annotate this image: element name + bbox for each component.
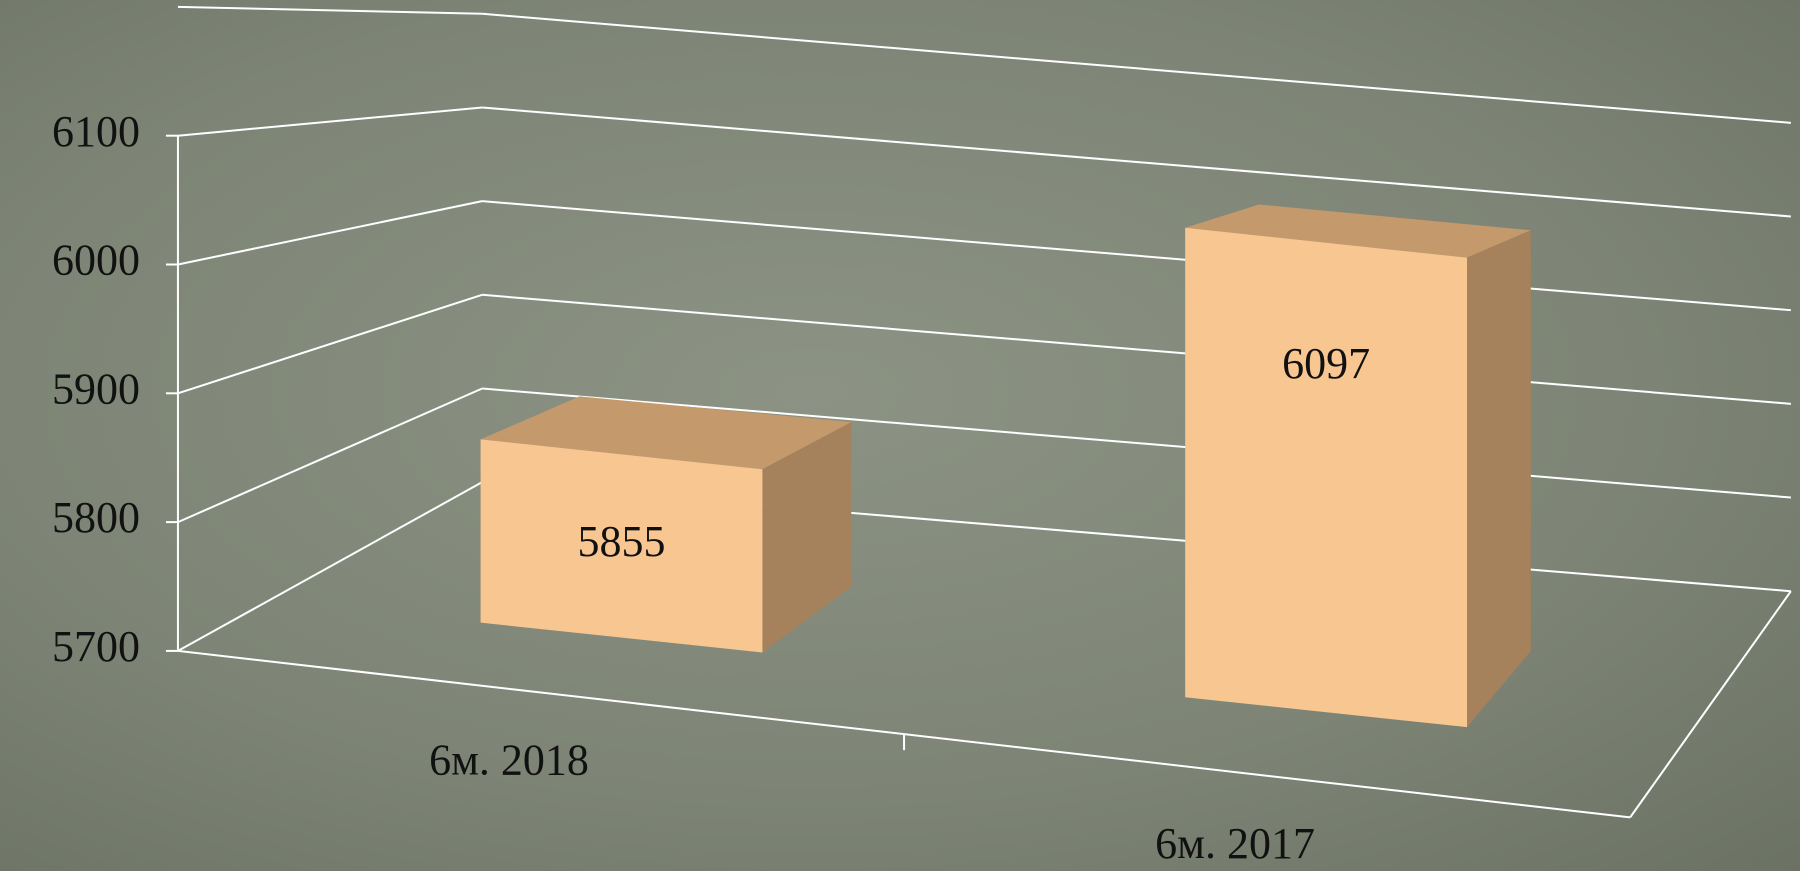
y-tick-label: 6100 bbox=[52, 107, 140, 156]
y-tick-label: 5700 bbox=[52, 622, 140, 671]
grid-line bbox=[482, 200, 1791, 312]
wall-top bbox=[177, 5, 483, 15]
grid-line bbox=[482, 106, 1791, 218]
grid-line bbox=[177, 387, 483, 524]
bar-side bbox=[762, 422, 852, 653]
data-label: 5855 bbox=[577, 517, 665, 566]
bar-side bbox=[1467, 230, 1531, 728]
y-tick-label: 5900 bbox=[52, 364, 140, 413]
x-tick-label: 6м. 2018 bbox=[429, 736, 589, 785]
grid-line bbox=[482, 293, 1791, 405]
grid-line bbox=[482, 387, 1791, 499]
grid-line bbox=[177, 481, 483, 652]
x-tick-label: 6м. 2017 bbox=[1155, 819, 1315, 868]
y-tick-label: 6000 bbox=[52, 236, 140, 285]
grid-line bbox=[177, 200, 483, 266]
bar-top bbox=[480, 396, 852, 470]
wall-top bbox=[482, 12, 1791, 124]
y-tick-label: 5800 bbox=[52, 493, 140, 542]
floor-edge bbox=[1629, 590, 1792, 818]
grid-line bbox=[177, 106, 483, 137]
bar-top bbox=[1185, 204, 1531, 258]
bar-front bbox=[1185, 227, 1468, 728]
data-label: 6097 bbox=[1282, 339, 1370, 388]
bar-front bbox=[480, 439, 763, 653]
grid-line bbox=[177, 293, 483, 395]
